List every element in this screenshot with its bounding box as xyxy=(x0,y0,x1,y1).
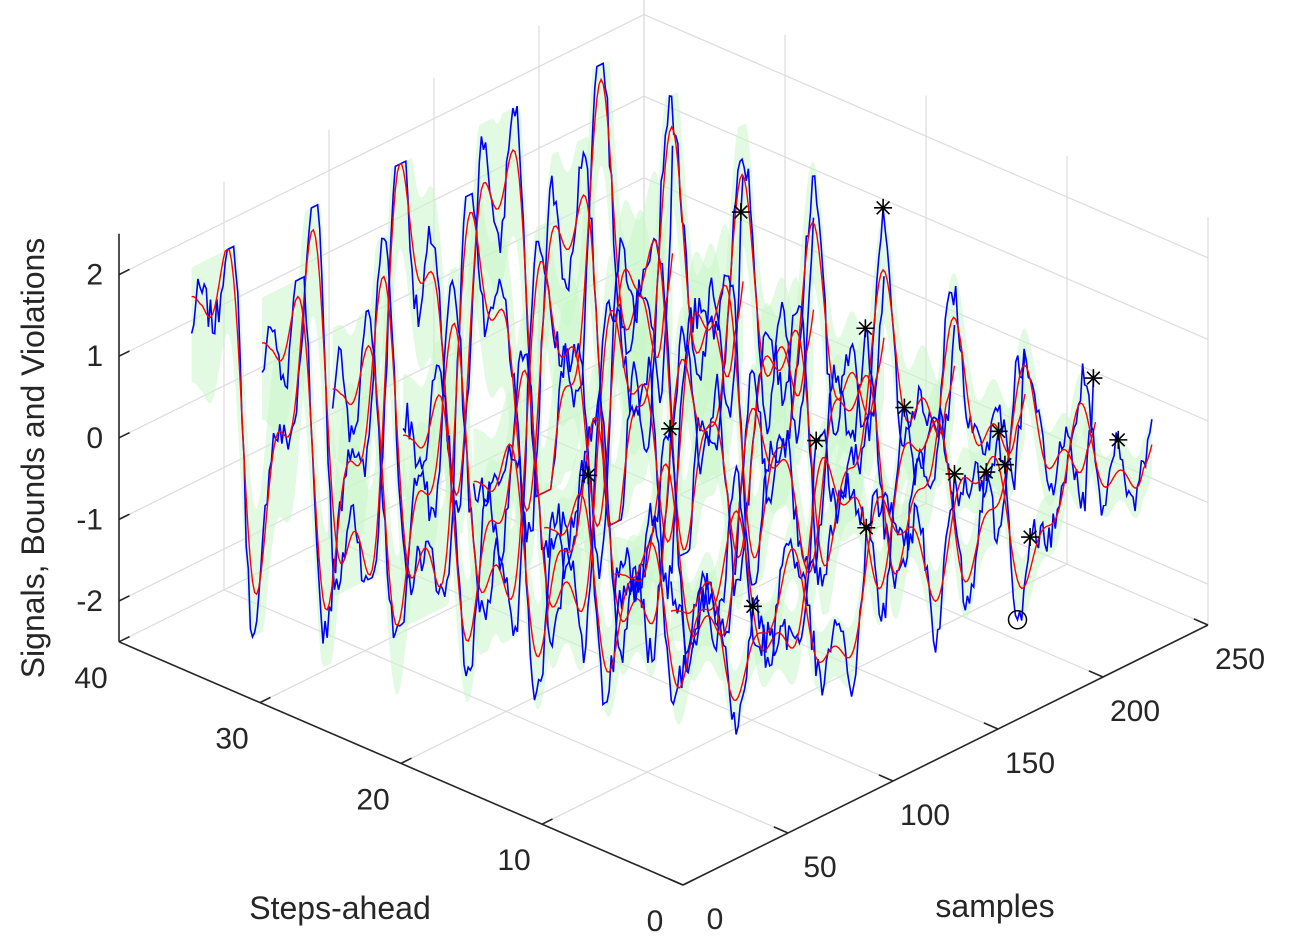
signal-line-step-30 xyxy=(261,94,744,644)
steps-tick-mark xyxy=(118,635,130,643)
bounds-band-step-35 xyxy=(191,61,673,639)
violation-marker-above xyxy=(895,398,914,417)
samples-tick-label: 100 xyxy=(900,799,950,832)
prediction-line-step-10 xyxy=(543,316,1026,674)
samples-tick-label: 150 xyxy=(1005,747,1055,780)
prediction-line-step-25 xyxy=(332,173,815,627)
z-tick-label: 2 xyxy=(86,259,103,292)
steps-axis-label: Steps-ahead xyxy=(249,890,430,926)
steps-tick-mark xyxy=(400,757,412,765)
bounds-band-step-25 xyxy=(332,123,814,695)
z-tick-label: 1 xyxy=(86,340,103,373)
prediction-line-step-5 xyxy=(614,364,1097,689)
bounds-band-step-5 xyxy=(614,328,1096,725)
signal-line-step-5 xyxy=(613,348,1097,707)
steps-tick-label: 20 xyxy=(356,783,389,816)
samples-tick-label: 50 xyxy=(803,851,836,884)
bounds-band-step-30 xyxy=(262,91,743,668)
signal-line-step-25 xyxy=(331,157,815,639)
prediction-line-step-20 xyxy=(402,220,885,642)
violation-marker-below xyxy=(1007,610,1028,630)
prediction-line-step-35 xyxy=(191,77,674,596)
samples-tick-mark xyxy=(668,878,684,886)
marker-layer xyxy=(579,198,1128,630)
prediction-line-step-30 xyxy=(262,125,744,612)
violation-marker-above xyxy=(874,198,893,217)
samples-tick-label: 250 xyxy=(1215,643,1265,676)
z-tick-mark xyxy=(118,595,130,602)
z-tick-mark xyxy=(118,431,130,439)
axes-layer xyxy=(118,233,1209,886)
steps-tick-label: 0 xyxy=(647,905,664,938)
violation-marker-above xyxy=(1109,430,1128,449)
z-tick-mark xyxy=(118,350,130,357)
prediction-line-step-15 xyxy=(473,268,956,658)
z-tick-label: 0 xyxy=(86,422,103,455)
steps-tick-label: 30 xyxy=(215,723,248,756)
gridline xyxy=(118,14,645,276)
z-axis-label: Signals, Bounds and Violations xyxy=(15,238,51,679)
steps-tick-mark xyxy=(682,879,694,886)
steps-tick-mark xyxy=(541,818,553,825)
steps-tick-mark xyxy=(259,696,271,704)
violation-marker-above xyxy=(995,455,1014,474)
bounds-band-step-10 xyxy=(544,272,1025,717)
bounds-band-step-1 xyxy=(671,372,1152,731)
gridline xyxy=(643,14,1209,259)
violation-marker-above xyxy=(856,319,875,338)
signal-line-step-10 xyxy=(543,286,1026,707)
labels-layer: 050100150200250010203040210-1-2samplesSt… xyxy=(15,238,1265,938)
violation-marker-above xyxy=(989,422,1008,441)
violation-marker-above xyxy=(731,203,750,222)
violation-marker-above xyxy=(977,463,996,482)
violation-marker-above xyxy=(1021,528,1040,547)
series-layer xyxy=(190,62,1153,735)
violation-marker-above xyxy=(807,431,826,450)
samples-tick-mark xyxy=(1193,618,1209,626)
violation-marker-above xyxy=(743,597,762,616)
samples-tick-mark xyxy=(1088,670,1104,678)
violation-marker-above xyxy=(661,419,680,438)
samples-tick-mark xyxy=(773,826,789,834)
z-tick-mark xyxy=(118,513,130,521)
samples-tick-label: 0 xyxy=(707,903,724,936)
violation-marker-above xyxy=(945,464,964,483)
z-tick-label: -2 xyxy=(76,585,103,618)
samples-tick-label: 200 xyxy=(1110,695,1160,728)
z-tick-label: -1 xyxy=(76,503,103,536)
violation-marker-above xyxy=(1084,369,1103,388)
samples-axis-label: samples xyxy=(935,888,1054,924)
violation-marker-above xyxy=(579,466,598,485)
bounds-band-step-15 xyxy=(473,216,955,710)
samples-tick-mark xyxy=(878,774,894,782)
prediction-line-step-1 xyxy=(670,402,1153,701)
bounds-band-step-20 xyxy=(403,161,884,703)
bounds-layer xyxy=(191,61,1152,731)
samples-tick-mark xyxy=(983,722,999,730)
signal-line-step-35 xyxy=(190,62,674,640)
gridline xyxy=(541,563,1068,825)
z-tick-mark xyxy=(118,268,130,276)
steps-tick-label: 40 xyxy=(74,662,107,695)
violation-marker-above xyxy=(857,518,876,537)
steps-tick-label: 10 xyxy=(497,844,530,877)
samples-axis-line xyxy=(682,624,1209,886)
